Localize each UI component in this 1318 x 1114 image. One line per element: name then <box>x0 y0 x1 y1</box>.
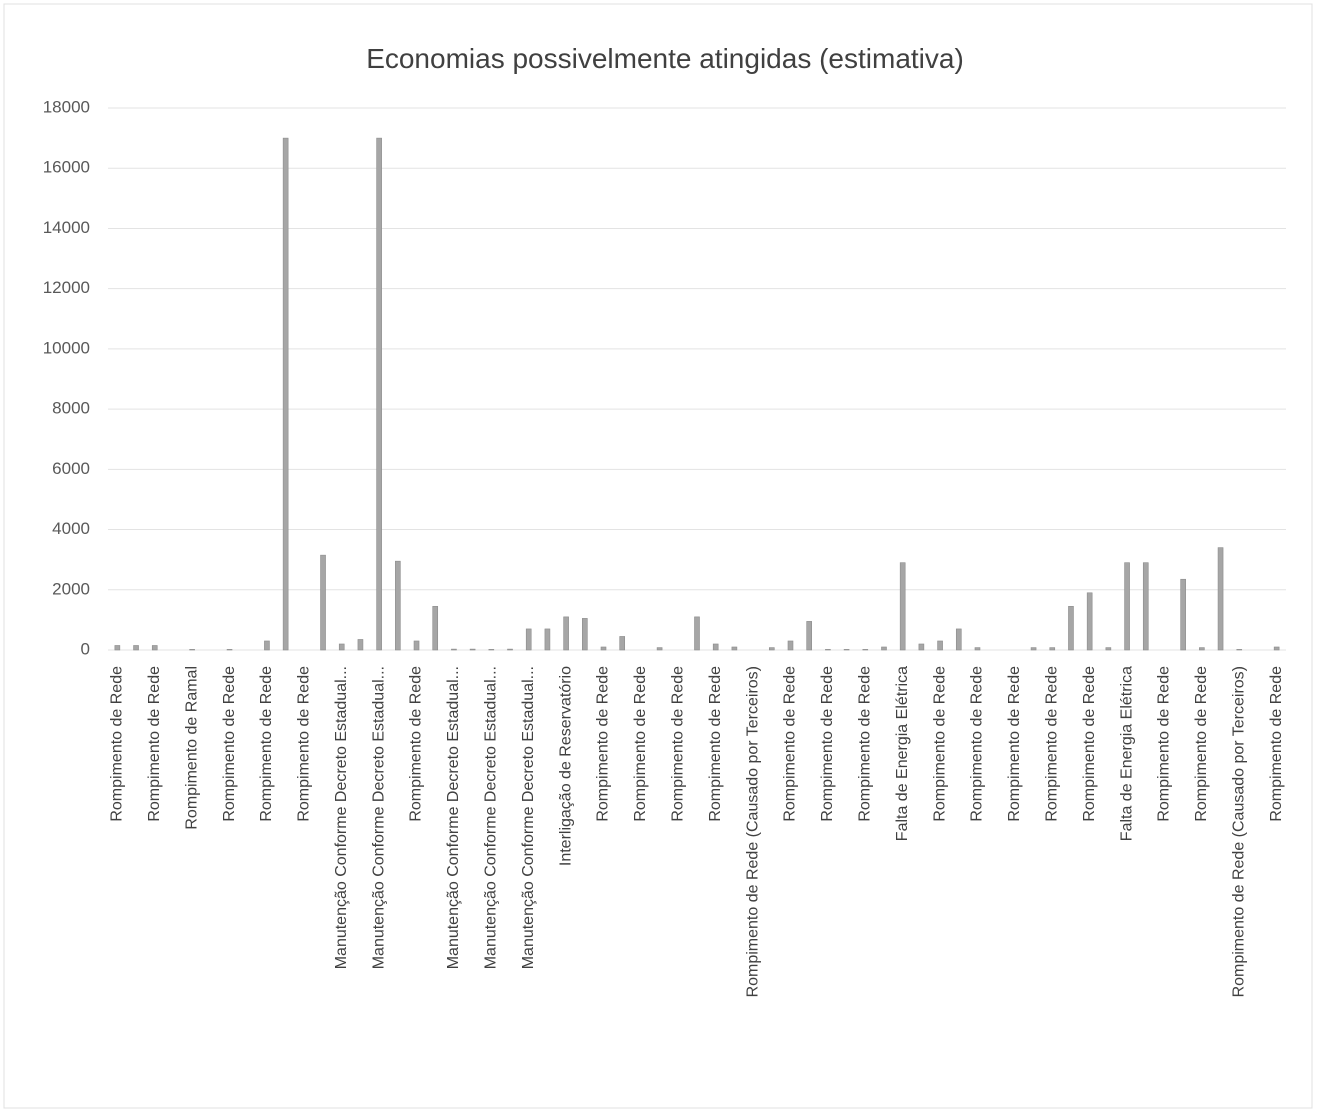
bar <box>488 649 495 651</box>
bar <box>432 606 439 651</box>
chart-title: Economias possivelmente atingidas (estim… <box>366 43 964 74</box>
x-tick-label: Rompimento de Rede <box>1156 666 1173 822</box>
bar <box>395 560 401 651</box>
x-tick-label: Rompimento de Rede <box>857 666 874 822</box>
y-tick-label: 6000 <box>52 459 90 478</box>
x-tick-label: Rompimento de Rede <box>146 666 163 822</box>
bar <box>376 137 382 651</box>
bar <box>937 640 943 651</box>
x-tick-label: Rompimento de Rede <box>595 666 612 822</box>
bar <box>843 649 850 651</box>
x-tick-label: Falta de Energia Elétrica <box>1118 666 1135 841</box>
bar <box>563 616 569 651</box>
x-tick-label: Rompimento de Rede <box>221 666 238 822</box>
bar <box>1236 649 1243 651</box>
x-tick-label: Rompimento de Rede <box>931 666 948 822</box>
bar <box>357 639 364 651</box>
x-tick-label: Rompimento de Rede <box>1006 666 1023 822</box>
bar <box>338 643 345 651</box>
x-tick-label: Rompimento de Rede <box>819 666 836 822</box>
bar <box>881 646 887 651</box>
bar <box>582 618 588 651</box>
x-tick-label: Rompimento de Rede <box>670 666 687 822</box>
x-tick-label: Rompimento de Rede <box>1081 666 1098 822</box>
y-tick-label: 10000 <box>43 338 90 357</box>
bar <box>918 643 925 651</box>
bar <box>862 649 869 651</box>
x-tick-label: Rompimento de Ramal <box>183 666 200 830</box>
bar <box>544 628 551 651</box>
bar <box>806 621 812 651</box>
bar <box>226 649 233 651</box>
bar <box>1142 562 1149 651</box>
y-tick-label: 14000 <box>43 218 90 237</box>
y-tick-label: 8000 <box>52 399 90 418</box>
bar <box>787 640 794 651</box>
x-tick-label: Rompimento de Rede (Causado por Terceiro… <box>1230 666 1247 997</box>
bar <box>1273 646 1280 651</box>
y-tick-label: 16000 <box>43 158 90 177</box>
bar <box>1030 647 1037 651</box>
x-tick-label: Rompimento de Rede <box>1043 666 1060 822</box>
bar <box>413 640 420 651</box>
x-tick-label: Rompimento de Rede <box>258 666 275 822</box>
bar <box>955 628 962 651</box>
x-tick-label: Interligação de Reservatório <box>557 666 574 866</box>
x-tick-label: Rompimento de Rede <box>632 666 649 822</box>
bar <box>189 649 195 651</box>
x-tick-label: Manutenção Conforme Decreto Estadual... <box>445 666 462 969</box>
x-tick-label: Falta de Energia Elétrica <box>894 666 911 841</box>
bar <box>694 616 700 651</box>
y-tick-label: 4000 <box>52 519 90 538</box>
bar <box>451 648 457 651</box>
chart-frame <box>3 3 1313 1109</box>
x-tick-label: Rompimento de Rede (Causado por Terceiro… <box>744 666 761 997</box>
x-tick-label: Rompimento de Rede <box>707 666 724 822</box>
x-tick-label: Manutenção Conforme Decreto Estadual... <box>520 666 537 969</box>
bar <box>1180 578 1186 651</box>
y-tick-label: 18000 <box>43 97 90 116</box>
x-tick-label: Rompimento de Rede <box>408 666 425 822</box>
bar <box>768 647 775 651</box>
bar <box>1049 647 1056 651</box>
bar <box>600 646 607 651</box>
x-tick-label: Manutenção Conforme Decreto Estadual... <box>333 666 350 969</box>
bar <box>525 628 532 651</box>
bar <box>1217 547 1224 651</box>
bar <box>825 649 831 651</box>
bar <box>1199 647 1205 651</box>
bar <box>1068 606 1074 651</box>
bar <box>320 554 326 651</box>
x-tick-label: Rompimento de Rede <box>296 666 313 822</box>
bar <box>712 643 719 651</box>
bar <box>507 648 513 651</box>
bar <box>1086 592 1093 651</box>
bar <box>731 646 738 651</box>
y-tick-label: 12000 <box>43 278 90 297</box>
y-tick-label: 2000 <box>52 579 90 598</box>
bar <box>1105 647 1112 651</box>
bar <box>282 137 289 651</box>
x-tick-label: Rompimento de Rede <box>1193 666 1210 822</box>
bar <box>619 636 626 651</box>
x-tick-label: Rompimento de Rede <box>969 666 986 822</box>
x-tick-label: Rompimento de Rede <box>782 666 799 822</box>
x-tick-label: Rompimento de Rede <box>109 666 126 822</box>
bar <box>899 562 906 651</box>
bar <box>264 640 270 651</box>
x-tick-label: Manutenção Conforme Decreto Estadual... <box>370 666 387 969</box>
bar <box>469 648 476 651</box>
bar <box>1124 562 1130 651</box>
x-tick-label: Rompimento de Rede <box>1268 666 1285 822</box>
bar <box>656 647 663 651</box>
bar <box>151 645 158 651</box>
bar <box>114 645 121 651</box>
bar <box>133 645 139 651</box>
y-tick-label: 0 <box>81 639 90 658</box>
bar <box>974 647 981 651</box>
x-tick-label: Manutenção Conforme Decreto Estadual... <box>483 666 500 969</box>
